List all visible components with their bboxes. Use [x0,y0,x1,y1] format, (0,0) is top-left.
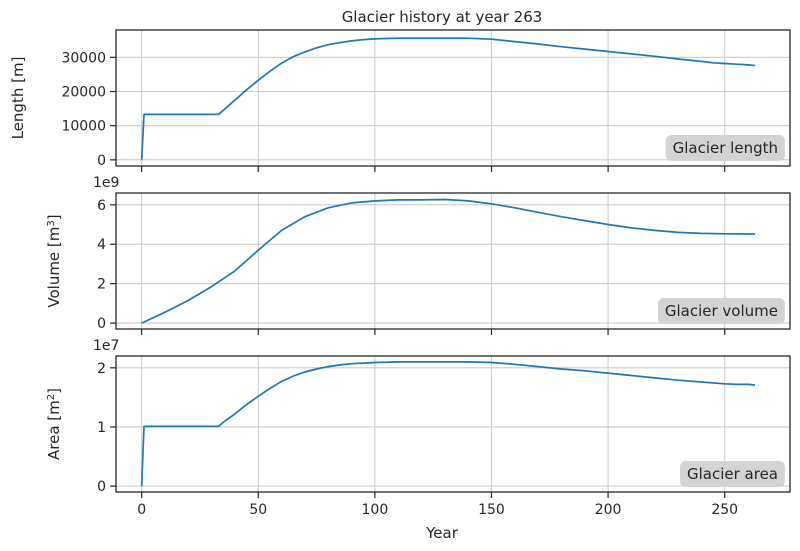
volume-axes-frame [115,192,791,330]
area-series-line [140,361,756,487]
length-panel: 0 10000 20000 30000 Length [m] Glacier length [9,29,791,172]
length-y-tick-label: 10000 [61,119,106,135]
length-badge: Glacier length [665,135,785,161]
volume-y-axis-label-close: ] [45,214,63,220]
volume-y-axis-label: Volume [m3] [45,214,63,307]
area-y-axis-label: Area [m2] [45,388,63,460]
volume-y-tick-label: 0 [97,316,106,332]
length-axes-frame [115,29,791,167]
volume-y-axis-label-text: Volume [m [45,227,63,308]
area-badge: Glacier area [680,461,785,487]
length-series-line [140,37,756,160]
area-x-tick-label: 150 [478,502,505,518]
volume-badge: Glacier volume [657,298,785,324]
area-y-tick-label: 0 [97,479,106,495]
length-badge-box [665,135,785,161]
area-offset-label: 1e7 [93,338,119,354]
volume-y-tick-label: 2 [97,277,106,293]
length-y-axis-label-text: Length [m] [9,57,27,140]
area-x-tick-label: 250 [711,502,738,518]
volume-badge-box [657,298,785,324]
area-axes-frame [115,355,791,493]
volume-y-tick-label: 4 [97,237,106,253]
volume-offset-label: 1e9 [93,175,119,191]
area-badge-box [680,461,785,487]
area-x-tick-label: 200 [595,502,622,518]
area-y-axis-label-exponent: 2 [46,394,57,400]
area-x-tick-label: 100 [362,502,389,518]
volume-badge-label: Glacier volume [665,302,778,320]
volume-panel: 0 2 4 6 Volume [m3] 1e9 Glacier volume [45,175,791,335]
area-x-tick-label: 0 [137,502,146,518]
area-y-axis-label-text: Area [m [45,400,63,460]
length-y-tick-label: 30000 [61,50,106,66]
area-y-tick-label: 2 [97,361,106,377]
length-y-tick-label: 0 [97,153,106,169]
length-y-axis-label: Length [m] [9,57,27,140]
area-x-tick-label: 50 [249,502,267,518]
x-axis-label: Year [425,524,459,542]
area-y-axis-label-close: ] [45,388,63,394]
area-badge-label: Glacier area [687,465,778,483]
area-y-tick-label: 1 [97,420,106,436]
chart-title: Glacier history at year 263 [342,8,543,26]
length-y-tick-label: 20000 [61,85,106,101]
volume-y-axis-label-exponent: 3 [46,220,57,226]
volume-series-line [141,198,755,324]
volume-y-tick-label: 6 [97,198,106,214]
length-badge-label: Glacier length [673,139,778,157]
